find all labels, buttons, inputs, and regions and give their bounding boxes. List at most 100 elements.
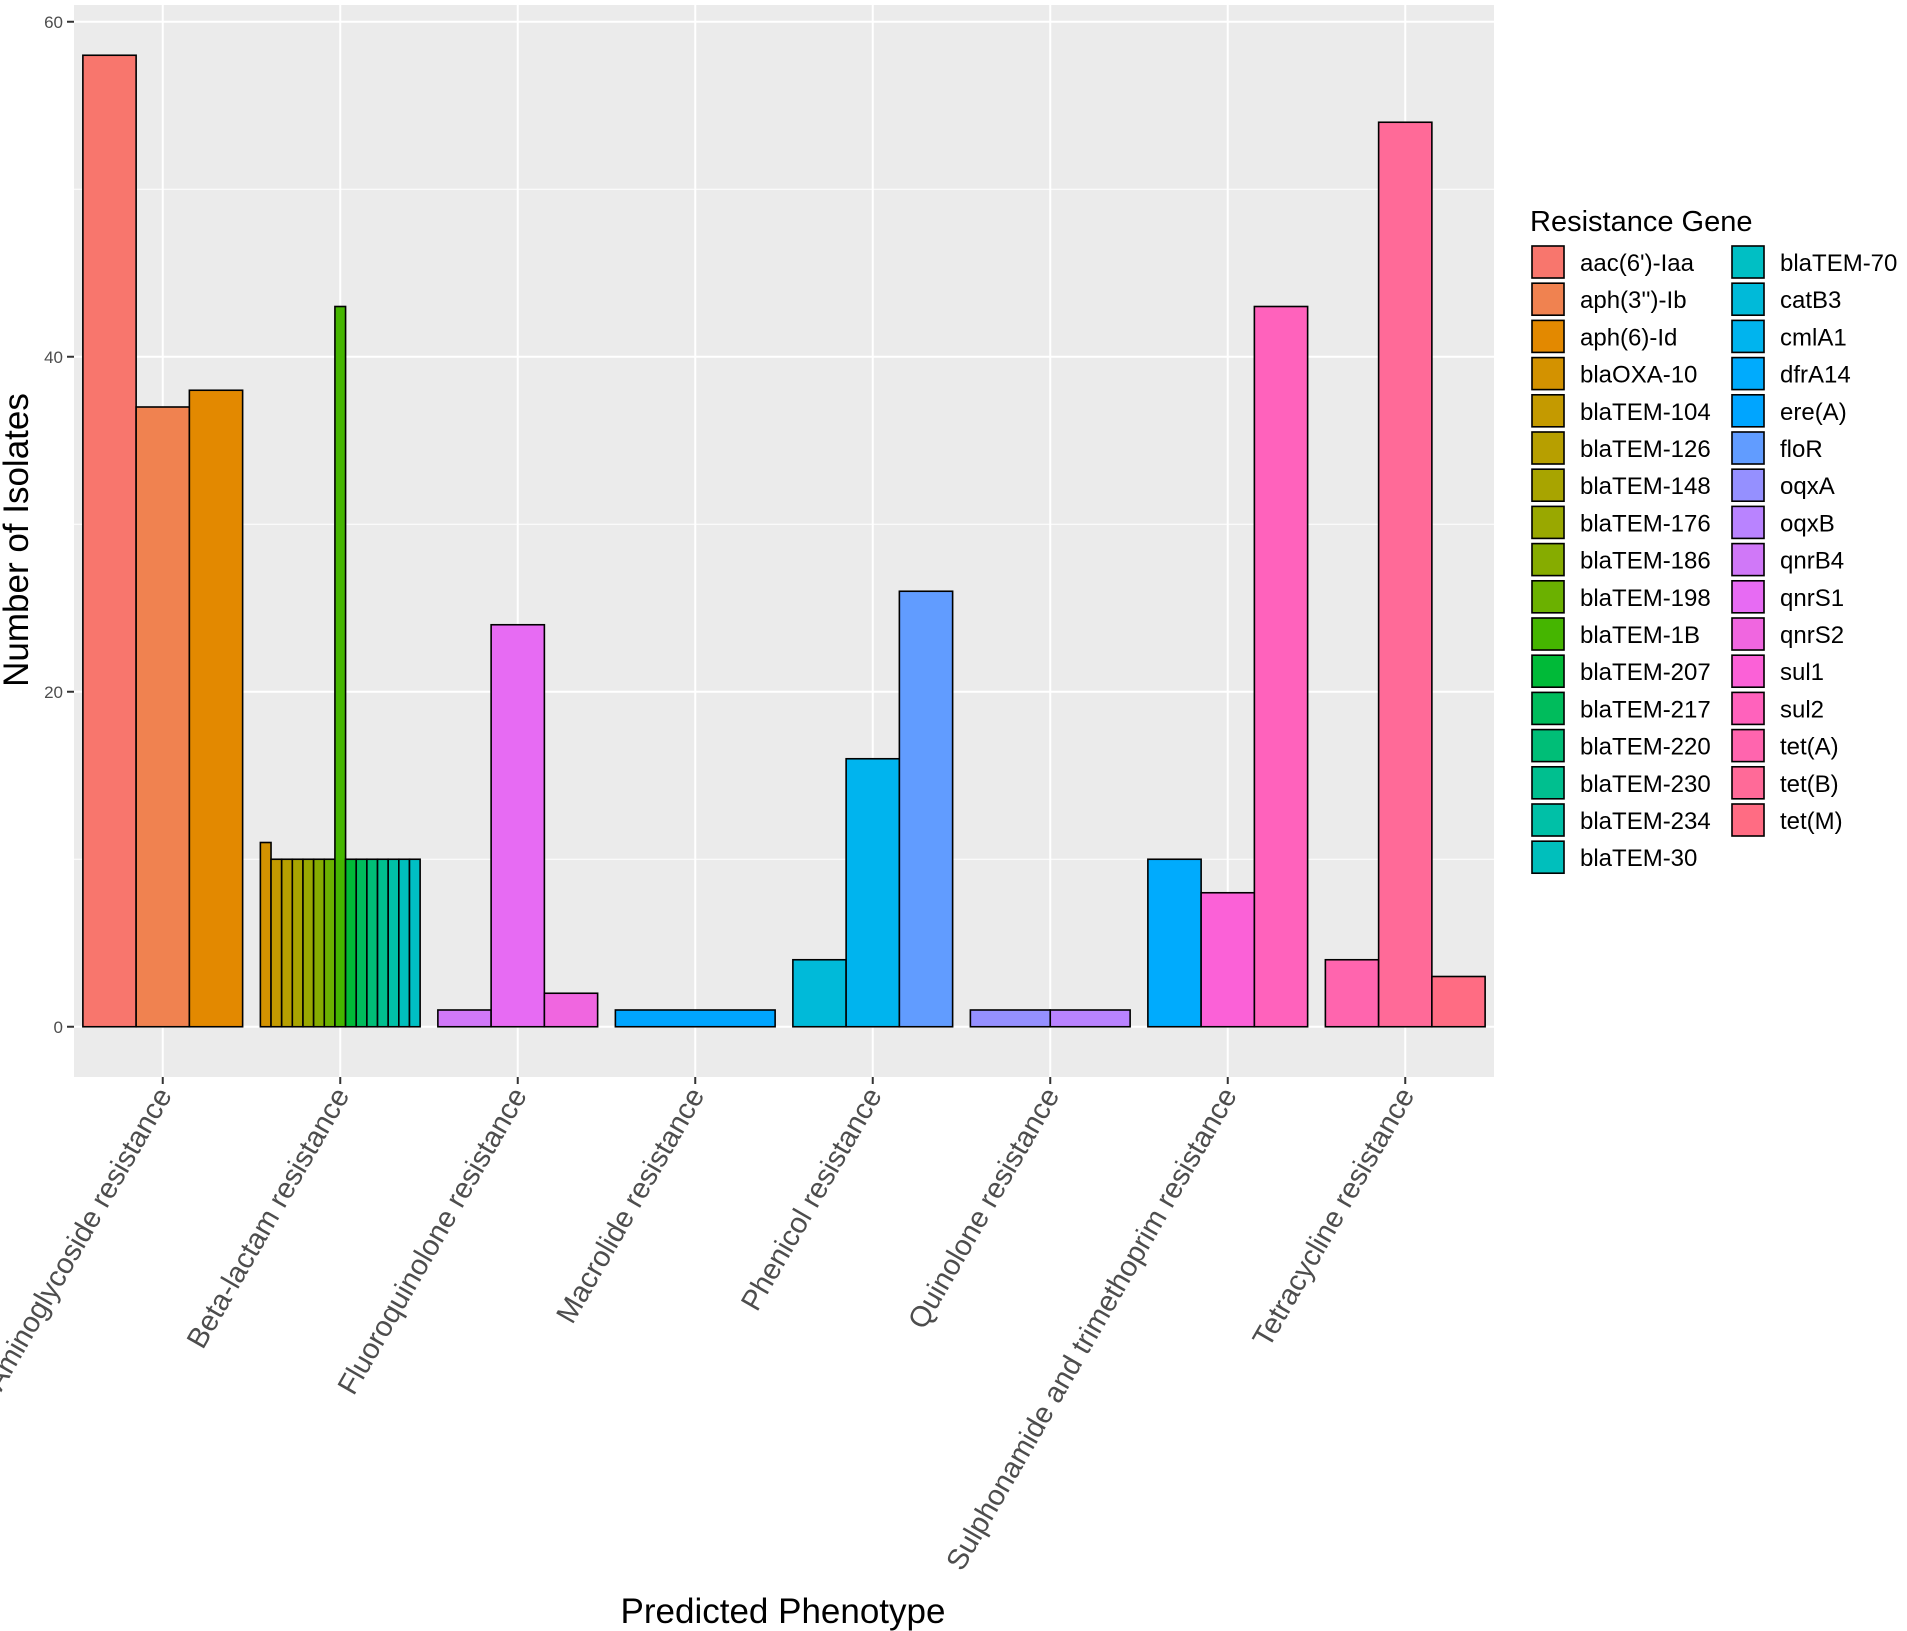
legend-swatch — [1531, 654, 1565, 689]
legend-swatch — [1731, 505, 1765, 540]
legend-label: cmlA1 — [1780, 324, 1847, 351]
legend-item: dfrA14 — [1731, 356, 1851, 391]
legend-item: oqxA — [1731, 468, 1835, 503]
bar-blatem-220 — [366, 858, 379, 1028]
legend-item: catB3 — [1731, 282, 1841, 317]
legend-item: tet(B) — [1731, 765, 1839, 800]
legend-label: tet(A) — [1780, 734, 1839, 761]
bar-blatem-30 — [398, 858, 411, 1028]
legend-item: cmlA1 — [1731, 319, 1847, 354]
bar-sul2 — [1253, 305, 1309, 1028]
legend-swatch — [1731, 691, 1765, 726]
legend-label: aph(3'')-Ib — [1580, 287, 1687, 314]
legend: Resistance Gene aac(6')-Iaa aph(3'')-Ib ap… — [1530, 206, 1897, 875]
bar-qnrb4 — [437, 1009, 492, 1028]
bar-oqxa — [969, 1009, 1052, 1028]
legend-label: blaTEM-148 — [1580, 473, 1711, 500]
legend-item: blaTEM-30 — [1531, 840, 1697, 875]
bar-qnrs2 — [543, 992, 599, 1028]
legend-swatch — [1731, 431, 1765, 465]
bar-blatem-104 — [270, 858, 283, 1028]
bar-ere-a — [614, 1009, 776, 1028]
legend-label: sul2 — [1780, 696, 1824, 723]
legend-label: blaTEM-220 — [1580, 734, 1711, 761]
bar-blaoxa-10 — [259, 841, 272, 1028]
legend-label: blaOXA-10 — [1580, 362, 1697, 389]
legend-swatch — [1531, 691, 1565, 726]
y-tick-label: 20 — [44, 683, 63, 702]
y-tick-label: 0 — [54, 1018, 63, 1037]
legend-item: oqxB — [1731, 505, 1835, 540]
legend-swatch — [1731, 728, 1765, 763]
bar-blatem-148 — [291, 858, 304, 1028]
legend-label: blaTEM-126 — [1580, 436, 1711, 463]
legend-swatch — [1731, 579, 1765, 614]
legend-swatch — [1531, 282, 1565, 317]
legend-item: blaTEM-148 — [1531, 468, 1711, 503]
legend-label: blaTEM-217 — [1580, 696, 1711, 723]
legend-label: blaTEM-1B — [1580, 622, 1700, 649]
legend-swatch — [1731, 319, 1765, 354]
x-axis-title: Predicted Phenotype — [621, 1592, 946, 1631]
legend-swatch — [1731, 393, 1765, 428]
legend-label: oqxA — [1780, 473, 1835, 500]
legend-swatch — [1731, 468, 1765, 503]
y-axis: 0 20 40 60 — [44, 13, 74, 1037]
legend-item: blaTEM-70 — [1731, 245, 1897, 279]
bar-blatem-126 — [280, 858, 294, 1028]
legend-swatch — [1531, 803, 1565, 837]
legend-label: blaTEM-176 — [1580, 510, 1711, 537]
legend-label: qnrS1 — [1780, 585, 1844, 612]
legend-label: aac(6')-Iaa — [1580, 250, 1695, 277]
bar-blatem-186 — [312, 858, 326, 1028]
legend-label: blaTEM-234 — [1580, 808, 1711, 835]
legend-swatch — [1731, 282, 1765, 317]
legend-swatch — [1731, 245, 1765, 279]
legend-label: aph(6)-Id — [1580, 324, 1677, 351]
legend-label: qnrS2 — [1780, 622, 1844, 649]
bar-catb3 — [792, 958, 847, 1028]
legend-swatch — [1531, 617, 1565, 651]
legend-item: tet(A) — [1731, 728, 1839, 763]
bar-blatem-1b — [334, 305, 347, 1028]
legend-swatch — [1531, 319, 1565, 354]
legend-item: blaTEM-104 — [1531, 393, 1711, 428]
legend-label: floR — [1780, 436, 1823, 463]
bar-blatem-217 — [355, 858, 368, 1028]
legend-label: blaTEM-186 — [1580, 548, 1711, 575]
legend-item: blaTEM-220 — [1531, 728, 1711, 763]
legend-item: sul2 — [1731, 691, 1824, 726]
legend-swatch — [1531, 840, 1565, 875]
legend-item: blaTEM-207 — [1531, 654, 1711, 689]
legend-item: blaTEM-234 — [1531, 803, 1711, 837]
legend-swatch — [1531, 579, 1565, 614]
bars — [82, 54, 1486, 1028]
bar-blatem-234 — [387, 858, 400, 1028]
legend-label: blaTEM-104 — [1580, 399, 1711, 426]
legend-item: aph(3'')-Ib — [1531, 282, 1687, 317]
legend-swatch — [1531, 542, 1565, 577]
legend-label: dfrA14 — [1780, 362, 1851, 389]
legend-swatch — [1531, 356, 1565, 391]
legend-item: blaTEM-217 — [1531, 691, 1711, 726]
legend-label: blaTEM-30 — [1580, 845, 1697, 872]
bar-aac-6-iaa — [82, 54, 137, 1028]
legend-item: blaTEM-198 — [1531, 579, 1711, 614]
bar-aph-3-ib — [135, 406, 191, 1028]
bar-blatem-198 — [323, 858, 336, 1028]
legend-swatch — [1731, 765, 1765, 800]
y-tick-label: 60 — [44, 13, 63, 32]
bar-blatem-230 — [376, 858, 389, 1028]
y-axis-title: Number of Isolates — [0, 393, 36, 687]
bar-qnrs1 — [490, 623, 546, 1028]
legend-label: blaTEM-230 — [1580, 771, 1711, 798]
legend-item: ere(A) — [1731, 393, 1847, 428]
legend-item: blaTEM-230 — [1531, 765, 1711, 800]
legend-swatch — [1731, 803, 1765, 837]
legend-label: catB3 — [1780, 287, 1841, 314]
legend-swatch — [1731, 654, 1765, 689]
legend-item: sul1 — [1731, 654, 1824, 689]
bar-aph-6-id — [188, 389, 244, 1028]
bar-tet-m — [1431, 975, 1486, 1028]
